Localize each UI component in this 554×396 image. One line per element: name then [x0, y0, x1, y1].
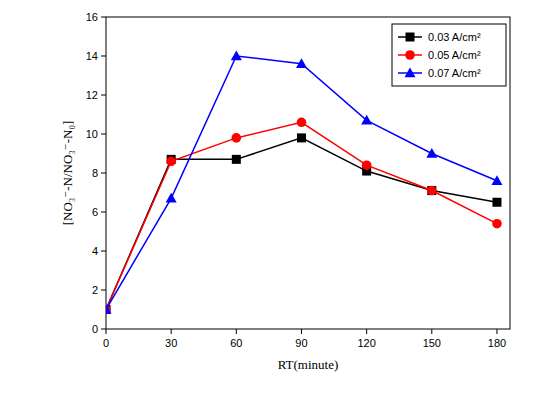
legend-marker [405, 68, 416, 78]
plot-area [106, 51, 502, 315]
y-tick-label: 12 [86, 89, 98, 101]
y-tick-label: 2 [92, 284, 98, 296]
x-tick [236, 329, 237, 334]
data-point [297, 133, 306, 142]
y-tick [101, 17, 106, 18]
legend: 0.03 A/cm² 0.05 A/cm² 0.07 A/cm² [392, 24, 506, 86]
legend-marker [405, 50, 415, 60]
x-tick-label: 0 [103, 337, 109, 349]
series-line [106, 122, 497, 309]
data-point [492, 198, 501, 207]
data-point [106, 304, 112, 314]
x-tick-label: 120 [357, 337, 375, 349]
y-tick [101, 173, 106, 174]
y-tick [101, 95, 106, 96]
data-point [297, 118, 307, 128]
y-tick [101, 290, 106, 291]
data-point [427, 186, 437, 196]
y-tick [101, 251, 106, 252]
data-point [427, 186, 436, 195]
y-tick-label: 14 [86, 50, 98, 62]
series-line [106, 56, 497, 310]
series-line [106, 138, 497, 310]
legend-label: 0.05 A/cm² [428, 49, 481, 61]
x-tick-label: 60 [230, 337, 242, 349]
data-point [166, 193, 177, 203]
y-tick [101, 212, 106, 213]
data-point [296, 58, 307, 68]
data-point [426, 148, 437, 158]
plot-frame [106, 17, 510, 329]
x-tick-label: 180 [488, 337, 506, 349]
y-tick-label: 0 [92, 323, 98, 335]
y-tick-label: 4 [92, 245, 98, 257]
chart: 0 30 60 90 120 150 180 0 2 4 6 8 10 12 14 16 RT(minute) [… [0, 0, 554, 396]
y-tick-label: 8 [92, 167, 98, 179]
y-axis-label: [NO₃⁻-N/NO₃⁻-N₀] [60, 121, 75, 226]
y-tick-label: 6 [92, 206, 98, 218]
legend-label: 0.07 A/cm² [428, 67, 481, 79]
x-tick [431, 329, 432, 334]
y-tick [101, 134, 106, 135]
data-point [491, 175, 502, 185]
data-point [166, 157, 176, 167]
data-point [231, 51, 242, 61]
x-tick [366, 329, 367, 334]
x-tick-label: 150 [423, 337, 441, 349]
y-tick [101, 56, 106, 57]
x-tick [106, 329, 107, 334]
data-point [232, 133, 242, 143]
legend-marker [406, 33, 415, 42]
x-tick [301, 329, 302, 334]
y-tick-label: 16 [86, 11, 98, 23]
legend-label: 0.03 A/cm² [428, 31, 481, 43]
x-tick [496, 329, 497, 334]
y-tick-label: 10 [86, 128, 98, 140]
legend-box [392, 24, 506, 86]
x-axis-label: RT(minute) [278, 357, 339, 372]
x-tick-label: 30 [165, 337, 177, 349]
data-point [361, 115, 372, 125]
y-tick [101, 329, 106, 330]
x-tick-label: 90 [295, 337, 307, 349]
data-point [492, 219, 502, 229]
x-tick [171, 329, 172, 334]
data-point [232, 155, 241, 164]
data-point [362, 160, 372, 170]
